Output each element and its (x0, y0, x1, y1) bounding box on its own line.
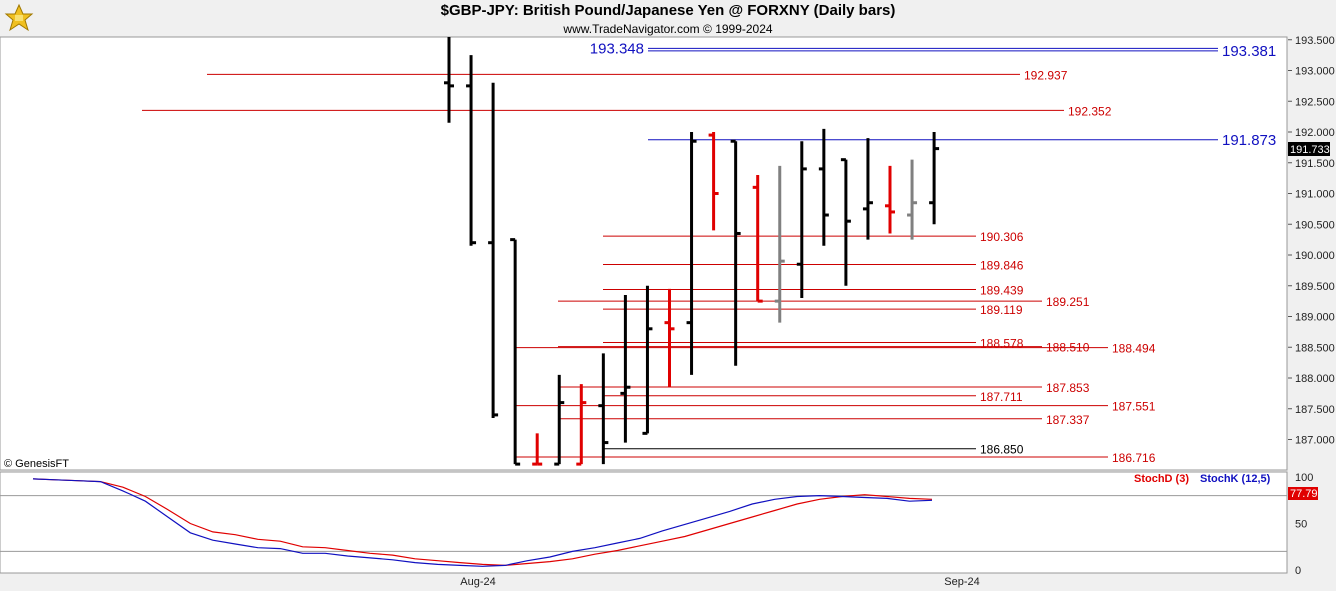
legend-stochd: StochD (3) (1134, 473, 1189, 485)
level-label: 192.352 (1068, 104, 1112, 118)
level-label: 187.853 (1046, 381, 1090, 395)
stoch-line-stochd (32, 478, 933, 567)
level-label: 193.348 (590, 40, 644, 57)
price-tick-label: 188.000 (1295, 373, 1335, 385)
legend-stochk: StochK (12,5) (1200, 473, 1271, 485)
level-label: 188.494 (1112, 342, 1156, 356)
price-tick-label: 189.000 (1295, 312, 1335, 324)
ohlc-bars (444, 37, 940, 466)
stoch-tick-label: 0 (1295, 565, 1301, 577)
x-axis-label: Aug-24 (460, 576, 495, 588)
level-label: 186.850 (980, 443, 1024, 457)
level-lines: 193.348 193.381 192.937 192.352 191.873 190.3… (142, 40, 1276, 465)
last-price-label: 191.733 (1290, 144, 1330, 156)
price-tick-label: 190.500 (1295, 219, 1335, 231)
price-tick-label: 193.500 (1295, 35, 1335, 47)
price-tick-label: 191.000 (1295, 189, 1335, 201)
price-tick-label: 192.000 (1295, 127, 1335, 139)
chart-subtitle: www.TradeNavigator.com © 1999-2024 (563, 22, 773, 36)
stoch-tick-label: 50 (1295, 519, 1307, 531)
last-price-box (1288, 142, 1330, 156)
stoch-axis-ticks: 0 50 100 (1295, 472, 1313, 577)
level-label: 189.251 (1046, 295, 1090, 309)
price-tick-label: 187.500 (1295, 404, 1335, 416)
price-tick-label: 190.000 (1295, 250, 1335, 262)
level-label: 186.716 (1112, 451, 1156, 465)
chart-title: $GBP-JPY: British Pound/Japanese Yen @ F… (440, 2, 896, 19)
x-axis-labels: Aug-24 Sep-24 (460, 576, 979, 588)
last-stoch-label: 77.79 (1290, 488, 1318, 500)
stoch-tick-label: 100 (1295, 472, 1313, 484)
watermark: © GenesisFT (4, 458, 69, 470)
level-label: 192.937 (1024, 68, 1068, 82)
price-tick-label: 187.000 (1295, 435, 1335, 447)
price-tick-label: 192.500 (1295, 96, 1335, 108)
price-axis (1288, 37, 1336, 470)
price-tick-label: 191.500 (1295, 158, 1335, 170)
level-label: 189.439 (980, 284, 1024, 298)
price-tick-label: 189.500 (1295, 281, 1335, 293)
level-label: 187.337 (1046, 413, 1090, 427)
last-stoch-box (1288, 487, 1318, 500)
price-tick-label: 193.000 (1295, 66, 1335, 78)
level-label: 187.711 (980, 390, 1023, 404)
level-label: 193.381 (1222, 43, 1276, 60)
stoch-panel (0, 471, 1288, 574)
price-panel (0, 36, 1288, 471)
trade-navigator-logo-icon (4, 3, 34, 32)
level-label: 187.551 (1112, 400, 1156, 414)
level-label: 191.873 (1222, 132, 1276, 149)
level-label: 188.578 (980, 336, 1024, 350)
price-axis-ticks: 187.000 187.500 188.000 188.500 189.000 189.5… (1288, 35, 1335, 447)
level-label: 189.846 (980, 258, 1024, 272)
stoch-line-stochk (32, 478, 933, 567)
price-tick-label: 188.500 (1295, 342, 1335, 354)
stoch-level-lines (0, 495, 1287, 552)
level-label: 190.306 (980, 230, 1024, 244)
x-axis-label: Sep-24 (944, 576, 979, 588)
level-label: 189.119 (980, 303, 1023, 317)
stoch-series (32, 478, 933, 567)
